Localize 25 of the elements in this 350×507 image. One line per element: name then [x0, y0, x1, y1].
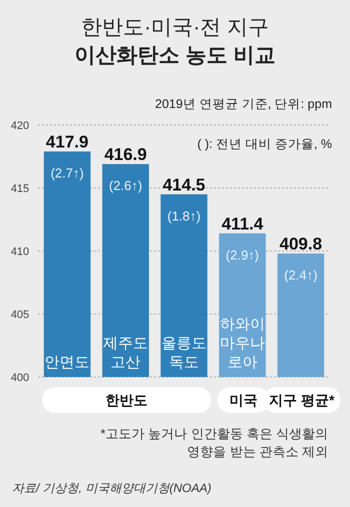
- data-label: 414.5: [162, 175, 206, 194]
- y-tick-label: 400: [10, 372, 30, 384]
- data-label: 411.4: [222, 214, 264, 234]
- x-tick-label: 제주도 고산: [103, 335, 148, 371]
- annotation: (2.4↑): [284, 268, 318, 283]
- x-tick-label: 울릉도 독도: [162, 335, 206, 371]
- annotation: (2.6↑): [108, 178, 142, 194]
- text: 자료/ 기상청, 미국해양대기청(NOAA): [12, 481, 212, 495]
- data-label: 417.9: [46, 132, 88, 152]
- data-label: 416.9: [104, 145, 147, 164]
- chart-subtitle: 2019년 연평균 기준, 단위: ppm: [155, 97, 332, 111]
- y-tick-label: 420: [10, 120, 30, 132]
- text: *고도가 높거나 인간활동 혹은 식생활의 영향을 받는 관측소 제외: [100, 426, 328, 459]
- annotation: (2.7↑): [50, 165, 84, 180]
- annotation: ( ): 전년 대비 증가율, %: [197, 137, 332, 151]
- y-tick-label: 410: [10, 246, 30, 258]
- y-tick-label: 405: [10, 309, 30, 321]
- x-tick-label: 안면도: [44, 354, 90, 371]
- annotation: (1.8↑): [167, 208, 201, 224]
- y-tick-label: 415: [10, 183, 30, 195]
- data-label: 409.8: [280, 234, 322, 254]
- x-tick-label: 하와이 마우나 로아: [220, 316, 265, 371]
- group-label-pill: 한반도: [42, 387, 212, 413]
- chart-title: 한반도·미국·전 지구 이산화탄소 농도 비교: [74, 16, 276, 67]
- annotation: (2.9↑): [226, 247, 260, 262]
